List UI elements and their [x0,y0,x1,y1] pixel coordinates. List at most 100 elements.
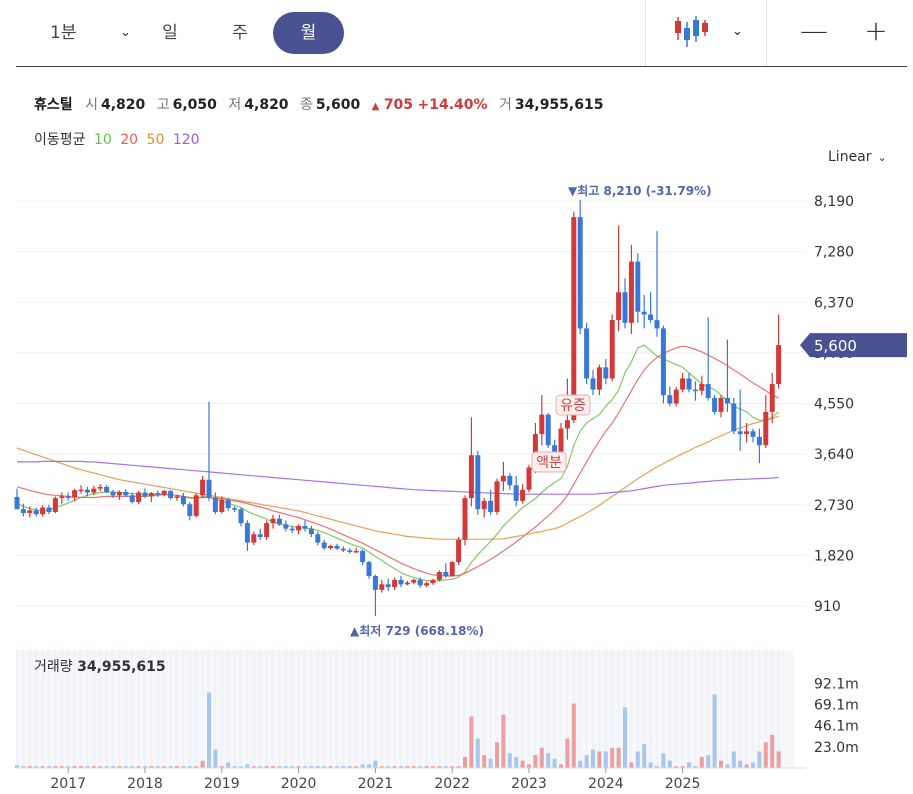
volume-bar [514,756,519,768]
ma-120-line [17,460,779,495]
scale-selector[interactable]: Linear ⌄ [828,149,887,165]
candle-body [584,328,590,379]
stock-name: 휴스틸 [34,97,73,113]
candle-body [699,384,705,391]
candle-body [104,486,110,492]
candle-body [513,485,519,501]
candle-body [136,492,142,502]
open-label: 시 [85,97,98,113]
volume-bar [495,742,499,768]
price-tick-label: 1,820 [814,548,854,564]
x-tick-label: 2021 [358,776,394,792]
candle-body [161,490,167,495]
candle-body [404,582,410,585]
volume-bar [219,766,224,768]
volume-bar [66,766,71,768]
candle-body [763,411,769,446]
volume-bar [379,766,384,768]
candle-body [65,496,71,498]
ma-label: 이동평균 [34,132,86,148]
tab-week[interactable]: 주 [232,23,248,43]
volume-bar [386,766,391,768]
zoom-in-button[interactable]: + [864,14,888,47]
volume-bar [501,714,506,768]
low-value: 4,820 [244,97,289,113]
candle-body [321,542,327,549]
zoom-out-button[interactable]: — [800,14,828,47]
candle-body [276,518,282,525]
chevron-down-icon[interactable]: ⌄ [732,24,743,39]
candle-body [532,434,538,468]
candle-body [372,575,378,590]
chart-type-selector[interactable]: ⌄ [666,10,782,56]
volume-bar [136,766,141,768]
volume-bar [488,758,493,768]
volume-bar [271,766,275,768]
candle-body [46,507,52,512]
candle-body [564,420,570,429]
candle-body [59,496,65,499]
candle-body [328,545,334,549]
candle-body [462,498,468,540]
volume-bar [117,766,122,768]
tab-month[interactable]: 월 [273,12,344,54]
candle-body [616,292,622,321]
candle-body [558,428,564,452]
volume-bar [40,766,45,768]
candle-body [193,495,199,516]
volume-bar [322,766,327,768]
candle-body [411,579,417,583]
candle-body [72,490,78,498]
candle-body [731,403,737,432]
candle-body [366,562,372,576]
volume-bar [296,766,301,768]
par-split-marker-bg [531,451,567,473]
volume-tick-label: 46.1m [814,719,859,735]
volume-bar [405,766,410,768]
candle-body [155,493,161,495]
price-tick-label: 4,550 [814,397,854,413]
candle-body [110,491,116,496]
candle-body [481,500,487,510]
volume-bar [200,760,205,768]
tab-day[interactable]: 일 [162,23,178,43]
candle-body [302,525,308,529]
candle-body [744,431,750,435]
volume-bar [539,747,544,768]
volume-bar [309,766,314,768]
candle-body [27,510,33,514]
current-price-tag-bg [800,333,907,358]
candle-body [526,467,532,490]
moving-average-legend[interactable]: 이동평균 10 20 50 120 [34,129,200,149]
volume-bar [456,766,461,768]
volume-bar [616,747,621,768]
candle-body [270,518,276,524]
candle-body [712,397,718,412]
volume-bar [59,766,64,768]
volume-bar [72,766,77,768]
candle-body [123,491,129,496]
volume-bar [687,762,691,768]
volume-bar [27,766,32,768]
candle-body [520,489,526,501]
price-tick-label: 3,640 [814,447,854,463]
candle-body [232,508,238,510]
volume-bar [47,766,51,768]
tab-1min[interactable]: 1분 ⌄ [38,12,131,54]
volume-bar [680,766,685,768]
volume-bar [757,751,762,768]
high-label: 고 [156,97,170,113]
x-tick-label: 2025 [665,776,701,792]
candle-body [283,524,289,529]
candle-body [289,528,295,531]
volume-bar [303,766,307,768]
chevron-down-icon[interactable]: ⌄ [120,25,131,40]
candle-body [456,539,462,563]
volume-bar [469,716,474,768]
candle-body [142,492,148,497]
volume-bar [79,766,83,768]
volume-tick-label: 92.1m [814,676,859,692]
candle-body [449,562,455,576]
candle-body [40,507,46,515]
